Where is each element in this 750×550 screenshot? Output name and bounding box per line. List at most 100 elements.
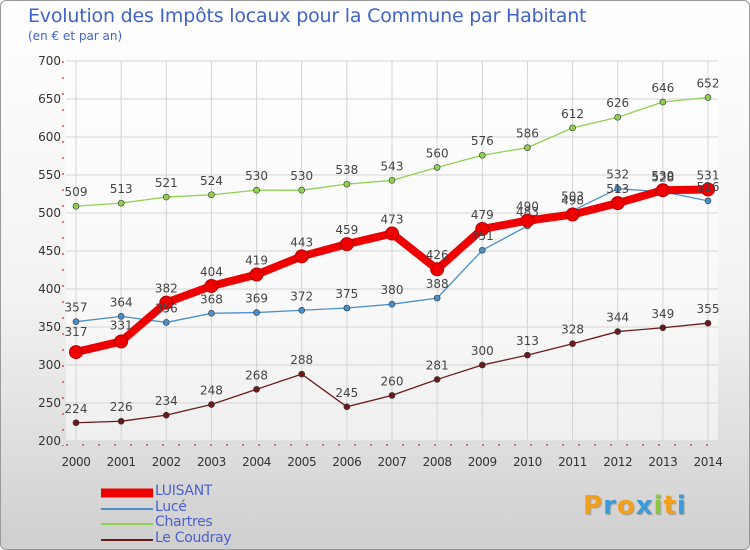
y-tick-label: 200	[38, 434, 61, 448]
logo-letter: x	[635, 491, 654, 521]
data-point	[704, 319, 712, 327]
x-tick-label: 2000	[62, 455, 91, 469]
data-label: 426	[426, 248, 449, 262]
data-label: 543	[381, 159, 404, 173]
data-point	[208, 310, 215, 317]
x-tick-label: 2008	[423, 455, 452, 469]
x-tick-label: 2010	[513, 455, 542, 469]
data-point	[117, 417, 125, 425]
data-point	[659, 324, 667, 332]
data-point	[343, 304, 351, 312]
legend-swatch	[101, 507, 153, 510]
x-tick-label: 2012	[603, 455, 632, 469]
data-label: 521	[155, 176, 178, 190]
y-tick-label: 300	[38, 358, 61, 372]
data-label: 586	[516, 127, 539, 141]
y-tick-label: 500	[38, 206, 61, 220]
y-tick-label: 350	[38, 320, 61, 334]
data-label: 530	[290, 169, 313, 183]
data-point	[72, 202, 80, 210]
data-point	[294, 249, 309, 264]
data-label: 490	[516, 200, 539, 214]
x-tick-label: 2005	[287, 455, 316, 469]
data-point	[704, 94, 712, 101]
data-label: 317	[65, 325, 88, 339]
data-label: 530	[651, 169, 674, 183]
data-point	[610, 196, 625, 211]
data-point	[478, 361, 486, 369]
x-tick-label: 2004	[242, 455, 271, 469]
legend-swatch	[101, 538, 153, 541]
data-label: 328	[561, 323, 584, 337]
data-point	[524, 144, 531, 151]
data-label: 560	[426, 146, 449, 160]
data-point	[72, 318, 80, 325]
data-point	[253, 309, 260, 316]
x-tick-label: 2011	[558, 455, 587, 469]
data-label: 483	[516, 205, 539, 219]
data-point	[614, 328, 622, 335]
data-point	[343, 180, 351, 188]
legend-swatch	[101, 488, 153, 498]
data-point	[253, 186, 260, 194]
data-label: 226	[110, 400, 133, 414]
data-label: 375	[335, 287, 358, 301]
data-point	[162, 319, 170, 326]
data-label: 349	[651, 307, 674, 321]
chart-title: Evolution des Impôts locaux pour la Comm…	[28, 5, 587, 27]
data-label: 509	[65, 185, 88, 199]
logo-letter: t	[663, 491, 677, 521]
x-tick-label: 2013	[648, 455, 677, 469]
data-label: 531	[697, 168, 720, 182]
data-label: 364	[110, 295, 133, 309]
data-point	[343, 403, 351, 411]
logo-letter: i	[676, 491, 687, 521]
data-point	[298, 306, 306, 314]
data-label: 404	[200, 265, 223, 279]
legend-label: Le Coudray	[155, 529, 232, 546]
data-label: 498	[561, 194, 584, 208]
x-tick-label: 2003	[197, 455, 226, 469]
data-point	[298, 186, 306, 194]
data-point	[569, 340, 576, 348]
y-tick-label: 450	[38, 244, 61, 258]
proxiti-logo: Proxiti	[583, 491, 687, 521]
data-label: 532	[606, 168, 629, 182]
data-label: 516	[697, 180, 720, 194]
data-label: 538	[335, 163, 358, 177]
data-point	[117, 313, 125, 320]
data-label: 313	[516, 334, 539, 348]
data-label: 419	[245, 254, 268, 268]
data-point	[614, 113, 622, 121]
logo-letter: i	[653, 491, 664, 521]
x-tick-label: 2009	[468, 455, 497, 469]
data-label: 459	[335, 223, 358, 237]
data-label: 224	[65, 402, 88, 416]
data-label: 388	[426, 277, 449, 291]
data-label: 260	[381, 374, 404, 388]
data-point	[208, 401, 215, 408]
data-point	[249, 267, 264, 282]
data-point	[565, 207, 580, 222]
data-label: 357	[65, 301, 88, 315]
data-point	[433, 164, 441, 171]
data-point	[208, 191, 215, 199]
x-tick-label: 2002	[152, 455, 181, 469]
data-label: 268	[245, 368, 268, 382]
x-tick-label: 2001	[107, 455, 136, 469]
legend-swatch	[101, 523, 153, 525]
y-tick-label: 550	[38, 168, 61, 182]
data-label: 513	[110, 182, 133, 196]
data-label: 369	[245, 292, 268, 306]
data-label: 331	[110, 318, 133, 332]
data-point	[704, 197, 712, 205]
data-label: 479	[471, 208, 494, 222]
data-point	[433, 294, 441, 302]
logo-letter: P	[583, 491, 604, 521]
data-point	[701, 182, 715, 197]
y-tick-label: 700	[38, 54, 61, 68]
data-point	[388, 300, 396, 308]
data-point	[614, 185, 622, 192]
